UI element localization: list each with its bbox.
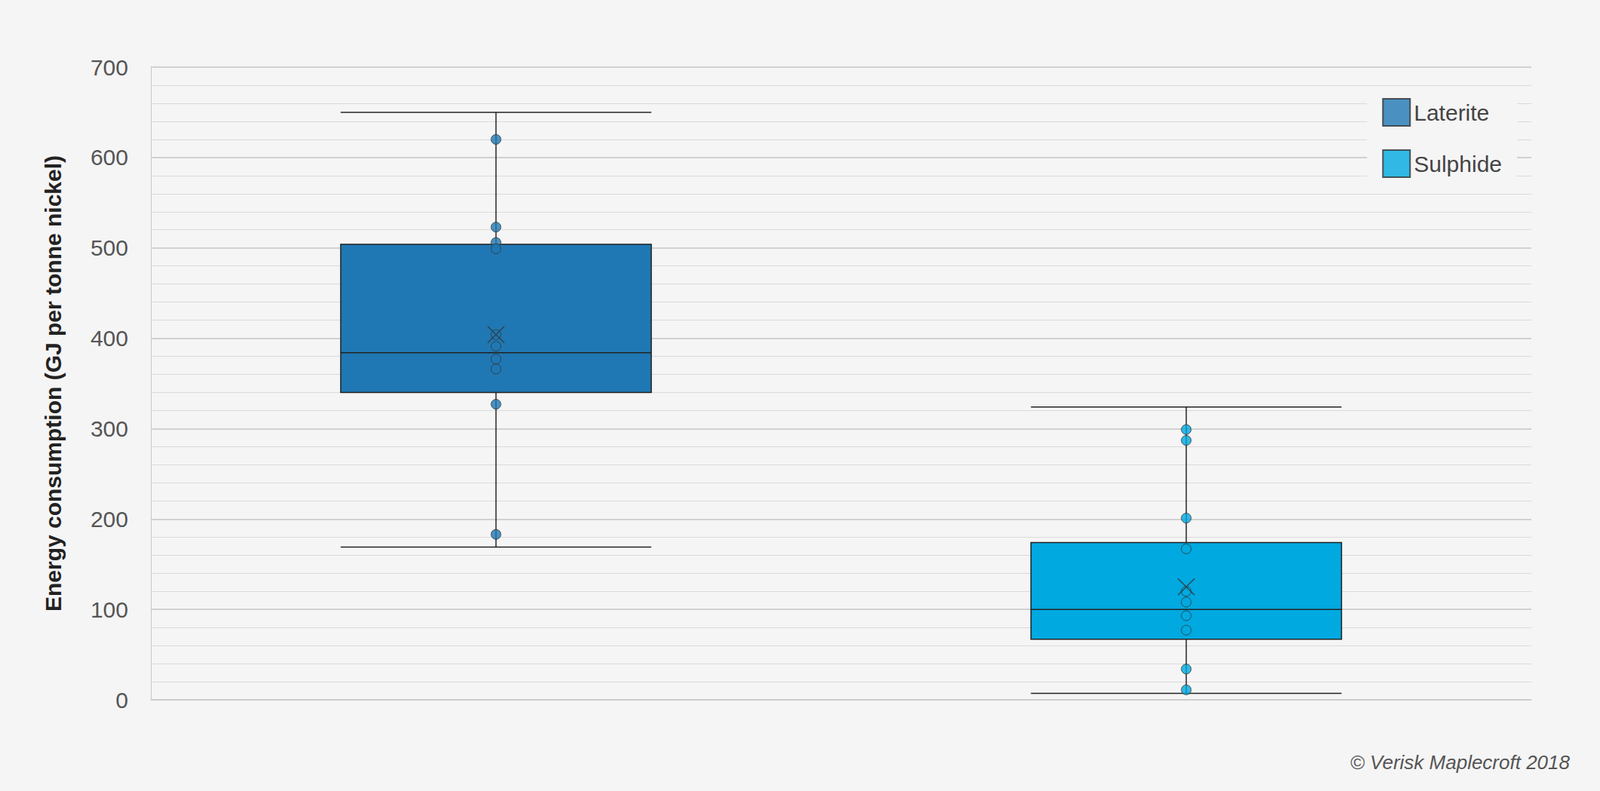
svg-text:600: 600 [90,144,129,170]
svg-text:200: 200 [90,506,129,532]
svg-text:400: 400 [90,325,129,351]
svg-text:Energy consumption (GJ per ton: Energy consumption (GJ per tonne nickel) [40,155,66,612]
svg-text:© Verisk Maplecroft 2018: © Verisk Maplecroft 2018 [1350,751,1571,774]
svg-text:500: 500 [90,235,129,261]
svg-text:Laterite: Laterite [1413,100,1490,126]
svg-text:100: 100 [90,597,129,623]
svg-text:300: 300 [90,416,129,442]
svg-text:700: 700 [90,55,129,80]
svg-text:0: 0 [115,687,129,713]
svg-text:Sulphide: Sulphide [1413,151,1502,177]
